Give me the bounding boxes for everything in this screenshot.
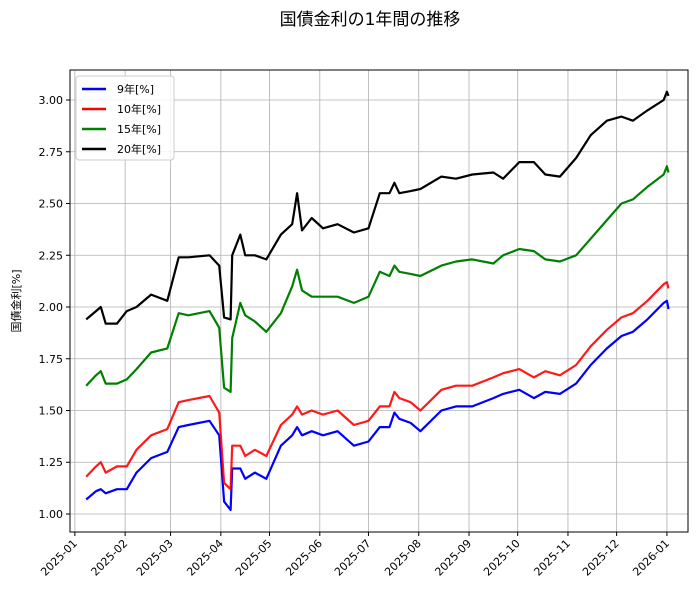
series-lines xyxy=(85,90,670,511)
y-tick-label: 2.75 xyxy=(39,146,64,159)
y-axis-label: 国債金利[%] xyxy=(9,269,23,332)
x-tick-label: 2025-09 xyxy=(432,537,474,579)
x-axis: 2025-01 2025-02 2025-03 2025-04 2025-05 2025-… xyxy=(38,532,672,579)
x-tick-label: 2025-01 xyxy=(38,537,80,579)
legend-label: 20年[%] xyxy=(117,142,161,156)
x-tick-label: 2025-08 xyxy=(382,537,424,579)
y-tick-label: 2.50 xyxy=(39,198,64,211)
x-tick-label: 2025-12 xyxy=(580,537,622,579)
y-tick-label: 2.00 xyxy=(39,301,64,314)
series-line-2 xyxy=(85,281,670,491)
series-line-1 xyxy=(85,299,670,511)
x-tick-label: 2025-04 xyxy=(184,537,226,579)
legend-label: 10年[%] xyxy=(117,102,161,116)
y-tick-label: 1.25 xyxy=(39,456,64,469)
x-tick-label: 2025-07 xyxy=(332,537,374,579)
chart-title: 国債金利の1年間の推移 xyxy=(280,10,461,30)
series-line-3 xyxy=(85,165,670,393)
y-tick-label: 2.25 xyxy=(39,249,64,262)
x-tick-label: 2025-10 xyxy=(481,537,523,579)
y-tick-label: 1.50 xyxy=(39,404,64,417)
x-tick-label: 2025-11 xyxy=(531,537,573,579)
legend-label: 15年[%] xyxy=(117,122,161,136)
x-tick-label: 2025-05 xyxy=(233,537,275,579)
x-tick-label: 2025-03 xyxy=(134,537,176,579)
plot-frame xyxy=(69,69,689,533)
x-tick-label: 2025-02 xyxy=(89,537,131,579)
y-axis: 1.00 1.25 1.50 1.75 2.00 2.25 2.50 2.75 3.00 xyxy=(39,94,70,521)
y-tick-label: 1.75 xyxy=(39,353,64,366)
x-tick-label: 2026-01 xyxy=(630,537,672,579)
series-line-4 xyxy=(85,90,670,325)
legend-label: 9年[%] xyxy=(117,82,154,96)
y-tick-label: 3.00 xyxy=(39,94,64,107)
y-tick-label: 1.00 xyxy=(39,508,64,521)
legend: 9年[%] 10年[%] 15年[%] 20年[%] xyxy=(75,75,175,161)
x-tick-label: 2025-06 xyxy=(283,537,325,579)
